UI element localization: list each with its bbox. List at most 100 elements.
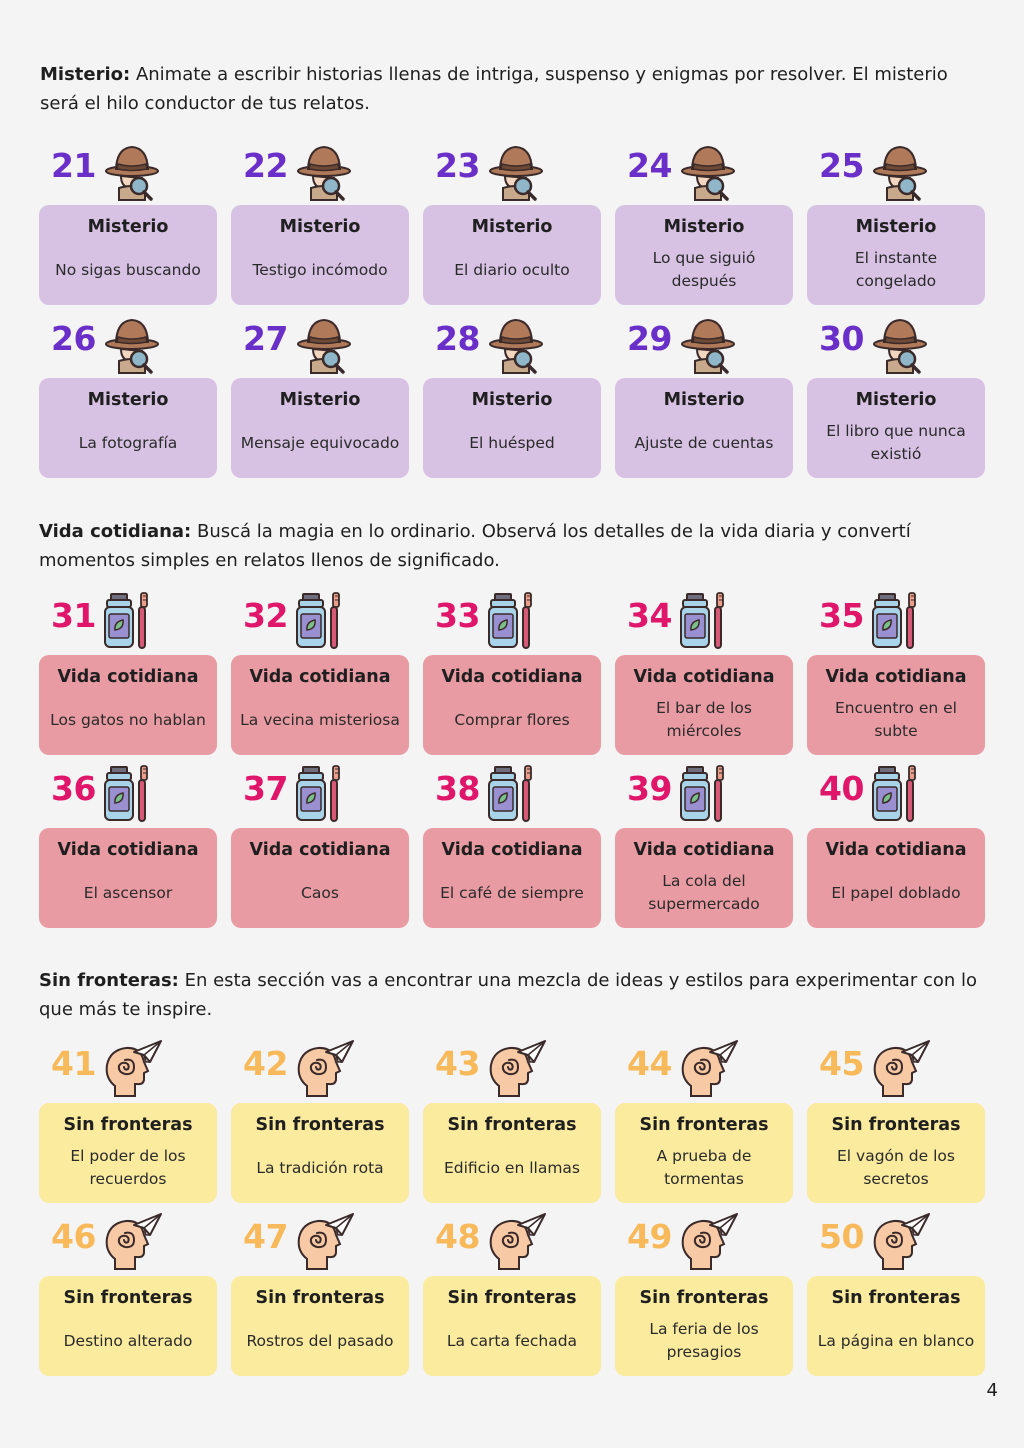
card-number: 30 bbox=[819, 319, 864, 358]
card-header: 26 bbox=[39, 313, 217, 381]
card-header: 45 bbox=[807, 1038, 985, 1106]
sin-card-grid: 41 Sin fronteras El poder de los recuerdos… bbox=[39, 1038, 985, 1384]
card-title: Misterio bbox=[87, 217, 169, 237]
misterio-card-grid: 21 Misterio No sigas buscando 22 Misterio Tes… bbox=[39, 140, 985, 486]
sin-card-item: 44 Sin fronteras A prueba de tormentas bbox=[615, 1038, 793, 1211]
card-prompt: La feria de los presagios bbox=[649, 1320, 759, 1361]
card-prompt: Lo que siguió después bbox=[652, 249, 756, 290]
card-prompt: No sigas buscando bbox=[55, 260, 201, 279]
card-prompt: La tradición rota bbox=[256, 1158, 384, 1177]
head-paper-plane-icon bbox=[677, 1038, 739, 1100]
card-number: 46 bbox=[51, 1217, 96, 1256]
card-number: 40 bbox=[819, 769, 864, 808]
card-title: Vida cotidiana bbox=[825, 667, 967, 687]
sin-card-item: 45 Sin fronteras El vagón de los secretos bbox=[807, 1038, 985, 1211]
card-title: Misterio bbox=[855, 217, 937, 237]
card-header: 46 bbox=[39, 1211, 217, 1279]
card-header: 47 bbox=[231, 1211, 409, 1279]
prompt-card: Sin fronteras Edificio en llamas bbox=[423, 1103, 601, 1203]
misterio-intro-text: Animate a escribir historias llenas de i… bbox=[40, 64, 948, 114]
card-title: Sin fronteras bbox=[639, 1288, 769, 1308]
vida-card-item: 33 Vida cotidiana Comprar flores bbox=[423, 590, 601, 763]
prompt-card: Vida cotidiana Los gatos no hablan bbox=[39, 655, 217, 755]
card-title: Misterio bbox=[663, 390, 745, 410]
prompt-card: Misterio El libro que nunca existió bbox=[807, 378, 985, 478]
sin-card-item: 41 Sin fronteras El poder de los recuerdos bbox=[39, 1038, 217, 1211]
mouthwash-toothbrush-icon bbox=[101, 590, 163, 652]
card-title: Sin fronteras bbox=[63, 1288, 193, 1308]
vida-card-item: 39 Vida cotidiana La cola del supermercado bbox=[615, 763, 793, 936]
card-prompt: La vecina misteriosa bbox=[240, 710, 400, 729]
prompt-card: Sin fronteras La carta fechada bbox=[423, 1276, 601, 1376]
card-prompt: Los gatos no hablan bbox=[50, 710, 206, 729]
card-title: Misterio bbox=[87, 390, 169, 410]
card-number: 45 bbox=[819, 1044, 864, 1083]
card-number: 23 bbox=[435, 146, 480, 185]
card-prompt: Comprar flores bbox=[454, 710, 570, 729]
vida-card-item: 31 Vida cotidiana Los gatos no hablan bbox=[39, 590, 217, 763]
detective-icon bbox=[293, 140, 355, 202]
prompt-card: Misterio El huésped bbox=[423, 378, 601, 478]
mouthwash-toothbrush-icon bbox=[485, 590, 547, 652]
prompt-card: Sin fronteras Rostros del pasado bbox=[231, 1276, 409, 1376]
card-header: 29 bbox=[615, 313, 793, 381]
mouthwash-toothbrush-icon bbox=[293, 590, 355, 652]
card-prompt: Caos bbox=[301, 883, 339, 902]
card-number: 42 bbox=[243, 1044, 288, 1083]
card-number: 22 bbox=[243, 146, 288, 185]
detective-icon bbox=[677, 140, 739, 202]
card-title: Sin fronteras bbox=[447, 1115, 577, 1135]
head-paper-plane-icon bbox=[869, 1211, 931, 1273]
card-header: 41 bbox=[39, 1038, 217, 1106]
prompt-card: Vida cotidiana Caos bbox=[231, 828, 409, 928]
card-prompt: Edificio en llamas bbox=[443, 1158, 580, 1177]
card-title: Vida cotidiana bbox=[825, 840, 967, 860]
prompt-card: Sin fronteras La feria de los presagios bbox=[615, 1276, 793, 1376]
card-number: 48 bbox=[435, 1217, 480, 1256]
card-prompt: Rostros del pasado bbox=[246, 1331, 394, 1350]
head-paper-plane-icon bbox=[485, 1038, 547, 1100]
card-title: Sin fronteras bbox=[447, 1288, 577, 1308]
misterio-intro: Misterio: Animate a escribir historias l… bbox=[40, 60, 980, 118]
card-title: Misterio bbox=[279, 390, 361, 410]
sin-intro-label: Sin fronteras: bbox=[39, 970, 179, 991]
card-number: 35 bbox=[819, 596, 864, 635]
card-prompt: Destino alterado bbox=[63, 1331, 193, 1350]
sin-card-item: 43 Sin fronteras Edificio en llamas bbox=[423, 1038, 601, 1211]
card-number: 32 bbox=[243, 596, 288, 635]
card-header: 36 bbox=[39, 763, 217, 831]
card-number: 29 bbox=[627, 319, 672, 358]
card-prompt: El libro que nunca existió bbox=[826, 422, 966, 463]
card-prompt: El bar de los miércoles bbox=[656, 699, 752, 740]
head-paper-plane-icon bbox=[293, 1211, 355, 1273]
prompt-card: Vida cotidiana El ascensor bbox=[39, 828, 217, 928]
detective-icon bbox=[485, 313, 547, 375]
misterio-card-item: 30 Misterio El libro que nunca existió bbox=[807, 313, 985, 486]
card-header: 24 bbox=[615, 140, 793, 208]
misterio-card-item: 26 Misterio La fotografía bbox=[39, 313, 217, 486]
vida-card-item: 34 Vida cotidiana El bar de los miércoles bbox=[615, 590, 793, 763]
card-prompt: La fotografía bbox=[78, 433, 178, 452]
card-header: 31 bbox=[39, 590, 217, 658]
detective-icon bbox=[101, 313, 163, 375]
prompt-card: Misterio Lo que siguió después bbox=[615, 205, 793, 305]
vida-card-item: 38 Vida cotidiana El café de siempre bbox=[423, 763, 601, 936]
card-prompt: El diario oculto bbox=[454, 260, 570, 279]
card-number: 49 bbox=[627, 1217, 672, 1256]
detective-icon bbox=[485, 140, 547, 202]
card-header: 42 bbox=[231, 1038, 409, 1106]
card-title: Vida cotidiana bbox=[57, 840, 199, 860]
card-number: 28 bbox=[435, 319, 480, 358]
card-number: 25 bbox=[819, 146, 864, 185]
prompt-card: Sin fronteras El poder de los recuerdos bbox=[39, 1103, 217, 1203]
misterio-card-item: 25 Misterio El instante congelado bbox=[807, 140, 985, 313]
sin-card-item: 47 Sin fronteras Rostros del pasado bbox=[231, 1211, 409, 1384]
card-header: 38 bbox=[423, 763, 601, 831]
card-header: 28 bbox=[423, 313, 601, 381]
card-number: 36 bbox=[51, 769, 96, 808]
mouthwash-toothbrush-icon bbox=[101, 763, 163, 825]
prompt-card: Misterio Mensaje equivocado bbox=[231, 378, 409, 478]
card-title: Sin fronteras bbox=[255, 1288, 385, 1308]
card-number: 31 bbox=[51, 596, 96, 635]
mouthwash-toothbrush-icon bbox=[677, 763, 739, 825]
